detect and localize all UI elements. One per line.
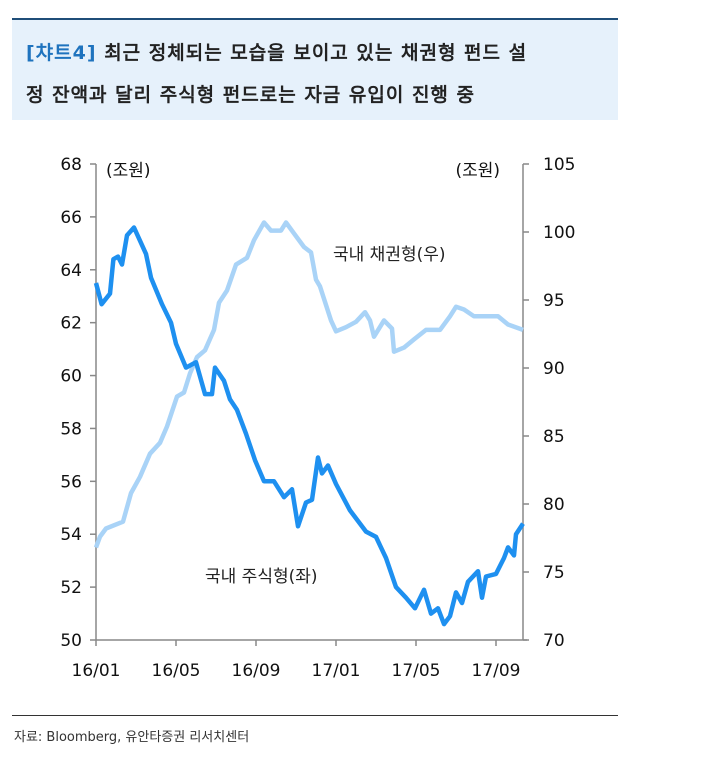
right-tick-label: 100 — [543, 223, 575, 243]
left-tick-label: 52 — [60, 578, 82, 598]
bond-fund-line — [93, 220, 524, 549]
left-axis-unit: (조원) — [106, 161, 151, 181]
equity-fund-line — [93, 225, 525, 627]
left-tick-label: 50 — [60, 631, 82, 651]
chart-title-line2: 정 잔액과 달리 주식형 펀드로는 자금 유입이 진행 중 — [26, 84, 475, 106]
right-tick-label: 70 — [543, 631, 565, 651]
left-tick-label: 66 — [60, 208, 82, 228]
x-tick-label: 17/09 — [472, 661, 521, 681]
chart-title-box: [챠트4] 최근 정체되는 모습을 보이고 있는 채권형 펀드 설 정 잔액과 … — [12, 18, 618, 120]
x-tick-label: 16/01 — [72, 661, 121, 681]
x-tick-label: 17/01 — [312, 661, 361, 681]
source-divider — [12, 715, 618, 716]
chart-title-line1: [챠트4] 최근 정체되는 모습을 보이고 있는 채권형 펀드 설 — [26, 32, 618, 74]
chart-tag: [챠트4] — [26, 42, 97, 64]
right-tick-label: 75 — [543, 563, 565, 583]
x-tick-label: 17/05 — [392, 661, 441, 681]
bond-series-label: 국내 채권형(우) — [333, 245, 446, 265]
left-tick-label: 58 — [60, 419, 82, 439]
x-tick-label: 16/09 — [232, 661, 281, 681]
left-tick-label: 62 — [60, 314, 82, 334]
left-tick-label: 54 — [60, 525, 82, 545]
left-tick-label: 68 — [60, 155, 82, 175]
line-chart: 50 52 54 56 58 60 62 64 66 68 70 75 80 85 90 95 100 105 16… — [60, 155, 575, 681]
equity-series-label: 국내 주식형(좌) — [205, 567, 318, 587]
x-tick-label: 16/05 — [152, 661, 201, 681]
source-note: 자료: Bloomberg, 유안타증권 리서치센터 — [14, 730, 250, 745]
right-tick-label: 90 — [543, 359, 565, 379]
title-text-1: 최근 정체되는 모습을 보이고 있는 채권형 펀드 설 — [104, 42, 528, 64]
right-tick-label: 80 — [543, 495, 565, 515]
right-tick-label: 105 — [543, 155, 575, 175]
left-tick-label: 56 — [60, 472, 82, 492]
left-tick-label: 64 — [60, 261, 82, 281]
right-tick-label: 85 — [543, 427, 565, 447]
right-axis-unit: (조원) — [455, 161, 500, 181]
right-tick-label: 95 — [543, 291, 565, 311]
left-tick-label: 60 — [60, 367, 82, 387]
